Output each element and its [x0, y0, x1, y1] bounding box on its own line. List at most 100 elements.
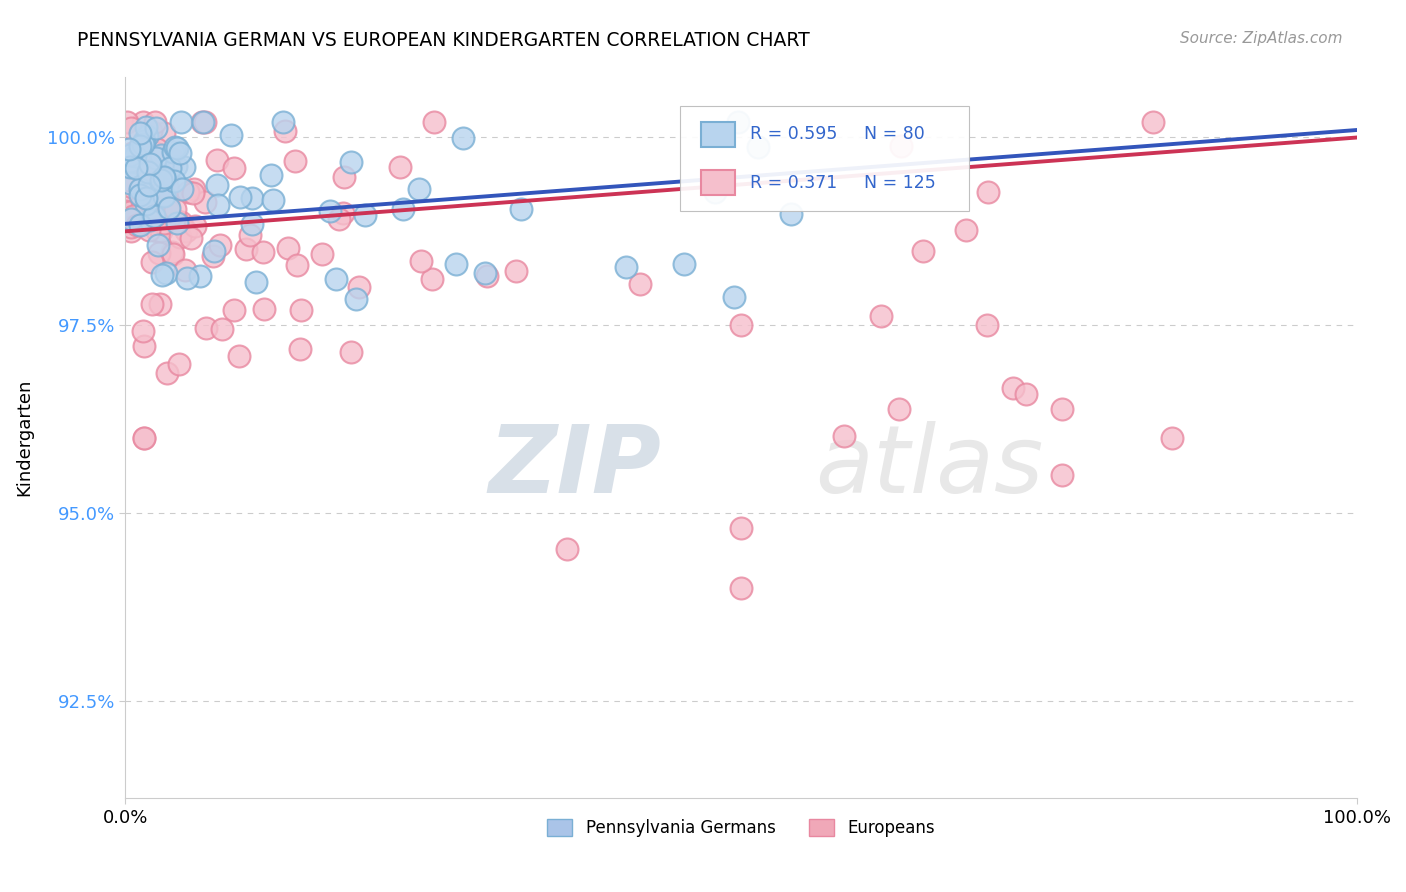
Point: [156, 169, 179, 184]
Point: [474, 266, 496, 280]
Point: [209, 238, 232, 252]
Legend: Pennsylvania Germans, Europeans: Pennsylvania Germans, Europeans: [541, 813, 942, 844]
Point: [176, 224, 198, 238]
Point: [191, 115, 214, 129]
Point: [747, 139, 769, 153]
Point: [146, 159, 169, 173]
Point: [120, 211, 142, 226]
Point: [260, 168, 283, 182]
Point: [138, 213, 160, 227]
Point: [156, 367, 179, 381]
Point: [118, 142, 141, 156]
FancyBboxPatch shape: [679, 106, 969, 211]
Text: R = 0.595: R = 0.595: [749, 125, 837, 144]
Point: [219, 128, 242, 142]
Point: [180, 231, 202, 245]
Point: [183, 182, 205, 196]
Point: [162, 246, 184, 260]
Point: [132, 431, 155, 445]
Point: [120, 160, 142, 174]
Point: [141, 297, 163, 311]
Point: [122, 209, 145, 223]
Point: [117, 115, 139, 129]
Point: [277, 241, 299, 255]
Point: [128, 182, 150, 196]
Point: [555, 542, 578, 557]
Point: [146, 207, 169, 221]
Point: [245, 275, 267, 289]
Point: [143, 209, 166, 223]
Point: [141, 254, 163, 268]
Point: [911, 244, 934, 258]
Point: [165, 159, 187, 173]
Y-axis label: Kindergarten: Kindergarten: [15, 379, 32, 497]
Point: [135, 166, 157, 180]
Point: [128, 126, 150, 140]
Point: [143, 115, 166, 129]
Point: [1015, 387, 1038, 401]
Point: [1050, 401, 1073, 416]
Point: [131, 194, 153, 208]
Point: [228, 349, 250, 363]
Point: [169, 215, 191, 229]
Point: [253, 301, 276, 316]
Point: [408, 182, 430, 196]
Point: [328, 211, 350, 226]
Point: [150, 155, 173, 169]
Point: [129, 218, 152, 232]
Point: [194, 321, 217, 335]
Point: [239, 228, 262, 243]
Point: [149, 173, 172, 187]
Point: [274, 123, 297, 137]
Point: [191, 115, 214, 129]
Point: [235, 243, 257, 257]
Point: [159, 161, 181, 175]
Point: [977, 185, 1000, 199]
Point: [411, 253, 433, 268]
Point: [145, 120, 167, 135]
Point: [135, 169, 157, 183]
Point: [124, 149, 146, 163]
Text: Source: ZipAtlas.com: Source: ZipAtlas.com: [1180, 31, 1343, 46]
Point: [146, 142, 169, 156]
Point: [173, 161, 195, 175]
Point: [1161, 431, 1184, 445]
Point: [132, 136, 155, 151]
Point: [181, 186, 204, 200]
Point: [134, 186, 156, 200]
Point: [170, 115, 193, 129]
Point: [139, 162, 162, 177]
Point: [730, 581, 752, 595]
Point: [136, 169, 159, 184]
Point: [176, 271, 198, 285]
Point: [159, 187, 181, 202]
Point: [354, 208, 377, 222]
Point: [115, 203, 138, 218]
Point: [132, 324, 155, 338]
Point: [339, 154, 361, 169]
Text: N = 125: N = 125: [865, 174, 936, 192]
Point: [890, 138, 912, 153]
Point: [325, 272, 347, 286]
Point: [207, 198, 229, 212]
Point: [290, 302, 312, 317]
Point: [177, 185, 200, 199]
Point: [155, 266, 177, 280]
Point: [120, 188, 142, 202]
Point: [146, 238, 169, 252]
Point: [333, 170, 356, 185]
Text: ZIP: ZIP: [488, 421, 661, 513]
Point: [887, 401, 910, 416]
Point: [169, 229, 191, 244]
Point: [166, 216, 188, 230]
Point: [730, 521, 752, 535]
Point: [284, 154, 307, 169]
Point: [118, 148, 141, 162]
Point: [135, 129, 157, 144]
Point: [129, 139, 152, 153]
Point: [118, 205, 141, 219]
Point: [165, 202, 187, 217]
Point: [153, 216, 176, 230]
Point: [162, 244, 184, 259]
Point: [163, 173, 186, 187]
